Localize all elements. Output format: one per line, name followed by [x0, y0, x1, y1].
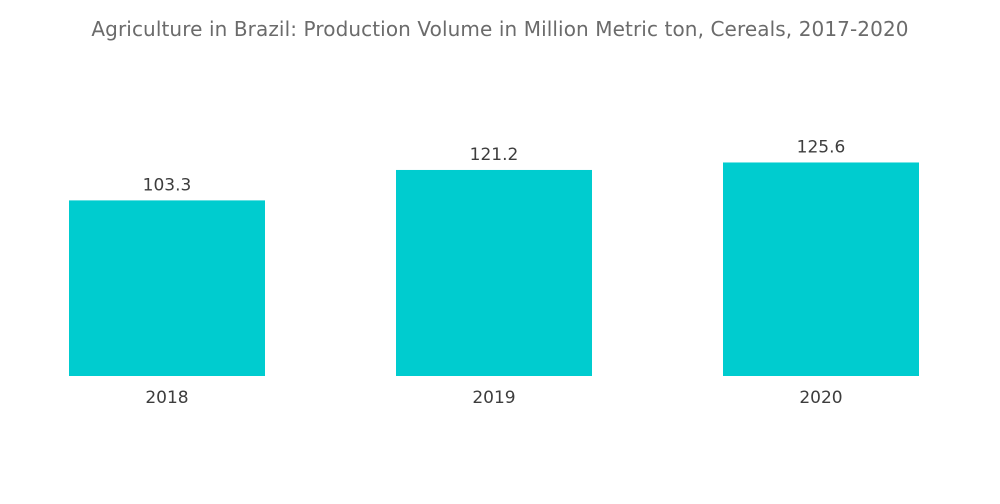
x-tick-label-2019: 2019 — [472, 388, 515, 408]
x-axis: 2018 2019 2020 — [145, 388, 842, 408]
bar-2020 — [723, 162, 919, 376]
bar-2018 — [69, 200, 265, 376]
chart-title: Agriculture in Brazil: Production Volume… — [91, 17, 909, 41]
bar-2019 — [396, 169, 592, 376]
x-tick-label-2018: 2018 — [145, 388, 188, 408]
value-labels-layer: 103.3 121.2 125.6 — [143, 137, 846, 195]
value-label-2020: 125.6 — [797, 137, 846, 157]
value-label-2019: 121.2 — [470, 145, 519, 165]
bars-layer — [69, 162, 919, 376]
value-label-2018: 103.3 — [143, 175, 192, 195]
x-tick-label-2020: 2020 — [799, 388, 842, 408]
